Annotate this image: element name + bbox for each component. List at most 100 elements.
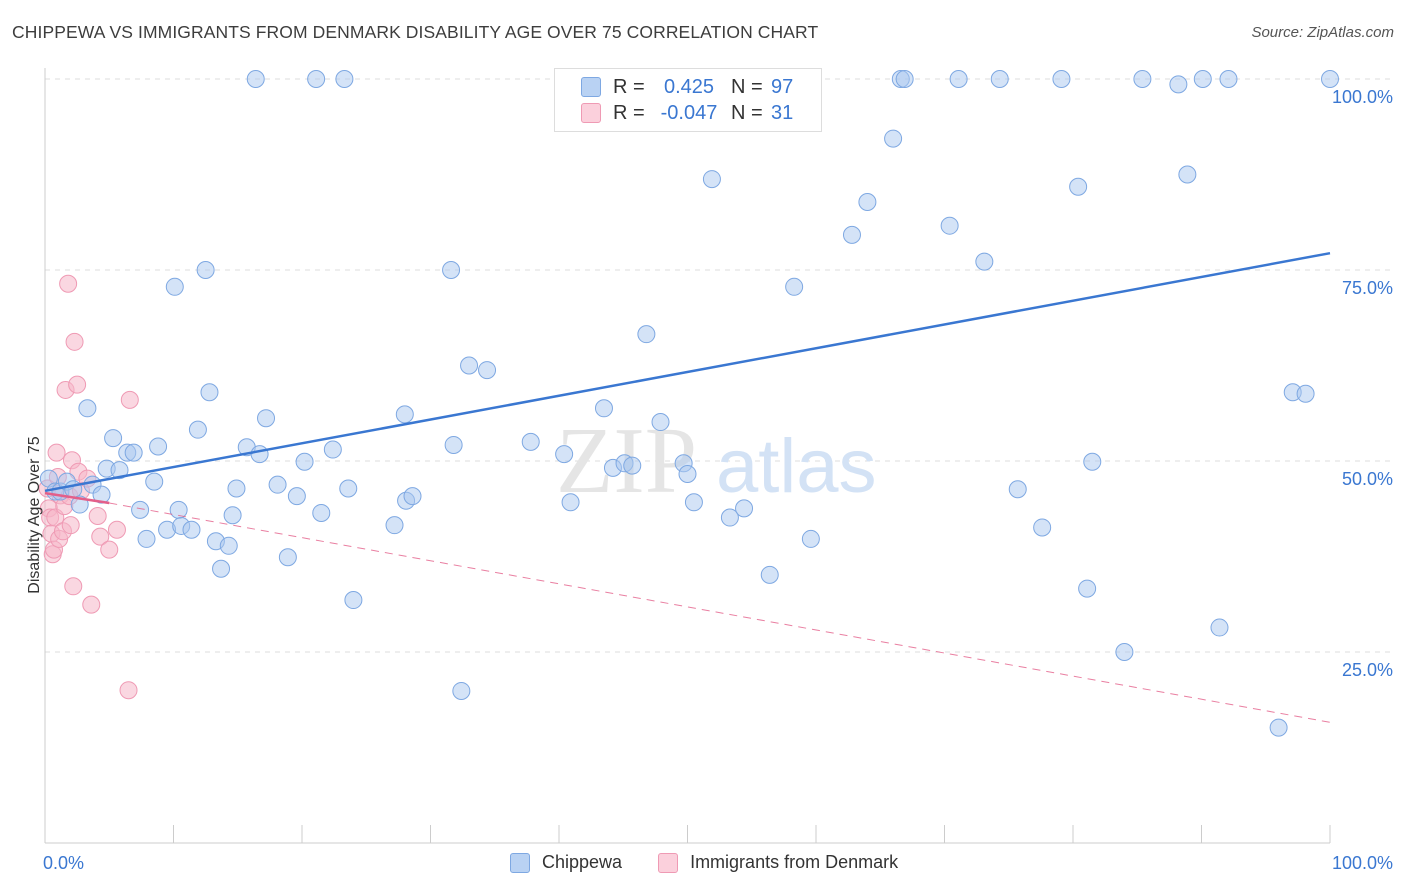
trend-line-chippewa xyxy=(44,251,1331,493)
data-point-chippewa xyxy=(637,325,656,344)
chart-title: CHIPPEWA VS IMMIGRANTS FROM DENMARK DISA… xyxy=(12,22,819,42)
data-point-chippewa xyxy=(460,356,479,375)
data-point-chippewa xyxy=(312,503,331,522)
legend-n-label: N = xyxy=(731,101,763,124)
data-point-chippewa xyxy=(478,361,497,380)
legend-label-chippewa: Chippewa xyxy=(542,852,623,872)
data-point-chippewa xyxy=(1078,579,1097,598)
data-point-denmark xyxy=(88,507,107,526)
data-point-chippewa xyxy=(720,508,739,527)
data-point-chippewa xyxy=(702,170,721,189)
data-point-chippewa xyxy=(131,500,150,519)
data-point-chippewa xyxy=(1296,384,1315,403)
legend-swatch-pink xyxy=(581,103,601,123)
data-point-chippewa xyxy=(104,429,123,448)
data-point-chippewa xyxy=(223,506,242,525)
legend-r-value: -0.047 xyxy=(660,101,718,124)
data-point-chippewa xyxy=(295,452,314,471)
data-point-chippewa xyxy=(200,383,219,402)
axis-layer xyxy=(44,68,1331,844)
legend-item-denmark[interactable]: Immigrants from Denmark xyxy=(658,852,898,873)
data-point-chippewa xyxy=(975,252,994,271)
legend-r-label: R = xyxy=(613,101,645,124)
data-point-chippewa xyxy=(442,261,461,279)
trend-lines xyxy=(44,251,1331,723)
legend-row-denmark: R = -0.047 N = 31 xyxy=(581,101,793,125)
data-point-denmark xyxy=(61,516,80,535)
data-point-chippewa xyxy=(1083,452,1102,471)
y-axis-label-container: Disability Age Over 75 xyxy=(8,60,48,860)
data-point-chippewa xyxy=(651,413,670,432)
data-point-chippewa xyxy=(385,516,404,535)
data-point-chippewa xyxy=(623,456,642,475)
data-point-chippewa xyxy=(257,409,276,428)
data-point-chippewa xyxy=(990,70,1009,88)
y-tick-label: 25.0% xyxy=(1342,660,1393,680)
data-point-chippewa xyxy=(760,565,779,584)
data-point-chippewa xyxy=(1115,643,1134,661)
series-immigrants-from-denmark xyxy=(38,274,139,700)
data-point-chippewa xyxy=(594,399,613,418)
data-point-chippewa xyxy=(1269,718,1288,737)
data-point-chippewa xyxy=(1169,75,1188,94)
data-point-chippewa xyxy=(196,261,215,279)
data-point-chippewa xyxy=(124,443,143,462)
data-point-chippewa xyxy=(137,529,156,548)
data-point-chippewa xyxy=(1178,165,1197,184)
x-tick-label: 100.0% xyxy=(1332,853,1393,873)
data-point-chippewa xyxy=(561,493,580,512)
data-point-denmark xyxy=(120,390,139,409)
data-point-chippewa xyxy=(145,472,164,491)
data-point-chippewa xyxy=(188,420,207,439)
data-point-denmark xyxy=(59,274,78,293)
legend-swatch-blue xyxy=(510,852,530,873)
data-point-chippewa xyxy=(452,681,471,700)
data-point-chippewa xyxy=(1133,70,1152,88)
data-point-denmark xyxy=(82,595,101,614)
data-point-denmark xyxy=(91,527,110,546)
data-point-chippewa xyxy=(842,225,861,244)
data-point-chippewa xyxy=(1210,618,1229,637)
data-point-chippewa xyxy=(1069,177,1088,196)
data-point-chippewa xyxy=(344,591,363,610)
trend-line-denmark xyxy=(44,491,110,505)
tick-labels: 25.0% 50.0% 75.0% 100.0% 0.0% 100.0% xyxy=(43,87,1393,873)
data-point-chippewa xyxy=(1193,70,1212,88)
data-point-chippewa xyxy=(149,437,168,456)
data-point-chippewa xyxy=(227,479,246,498)
data-point-chippewa xyxy=(1008,480,1027,499)
y-tick-label: 75.0% xyxy=(1342,278,1393,298)
data-point-denmark xyxy=(100,540,119,559)
y-tick-label: 50.0% xyxy=(1342,469,1393,489)
data-point-chippewa xyxy=(444,435,463,454)
data-point-chippewa xyxy=(678,464,697,483)
source-credit: Source: ZipAtlas.com xyxy=(1251,24,1394,41)
legend-r-value: 0.425 xyxy=(663,75,715,98)
data-point-chippewa xyxy=(287,487,306,506)
x-tick-label: 0.0% xyxy=(43,853,84,873)
data-point-chippewa xyxy=(212,559,231,578)
data-point-chippewa xyxy=(895,70,914,88)
data-point-chippewa xyxy=(219,536,238,555)
data-point-chippewa xyxy=(1052,70,1071,88)
data-point-chippewa xyxy=(1033,518,1052,537)
grid-layer xyxy=(45,78,1393,653)
data-point-chippewa xyxy=(785,277,804,296)
legend-n-value: 31 xyxy=(771,101,794,124)
data-point-chippewa xyxy=(268,475,287,494)
legend-item-chippewa[interactable]: Chippewa xyxy=(510,852,622,873)
data-point-chippewa xyxy=(555,445,574,464)
data-point-chippewa xyxy=(250,445,269,464)
data-point-chippewa xyxy=(684,493,703,512)
data-point-chippewa xyxy=(110,461,129,480)
data-point-chippewa xyxy=(801,529,820,548)
data-point-denmark xyxy=(68,375,87,394)
data-point-chippewa xyxy=(335,70,354,88)
series-chippewa xyxy=(39,70,1339,737)
data-point-denmark xyxy=(107,520,126,539)
data-point-chippewa xyxy=(395,405,414,424)
data-point-chippewa xyxy=(339,479,358,498)
data-point-chippewa xyxy=(949,70,968,88)
y-axis-label: Disability Age Over 75 xyxy=(26,436,43,594)
